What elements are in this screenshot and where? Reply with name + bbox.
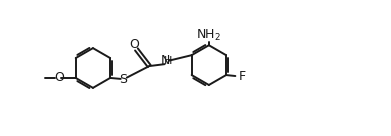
Text: O: O xyxy=(54,71,65,84)
Text: S: S xyxy=(120,73,127,86)
Text: N: N xyxy=(161,54,170,67)
Text: H: H xyxy=(164,56,173,66)
Text: F: F xyxy=(239,70,246,83)
Text: O: O xyxy=(129,38,140,51)
Text: NH$_2$: NH$_2$ xyxy=(196,27,221,43)
